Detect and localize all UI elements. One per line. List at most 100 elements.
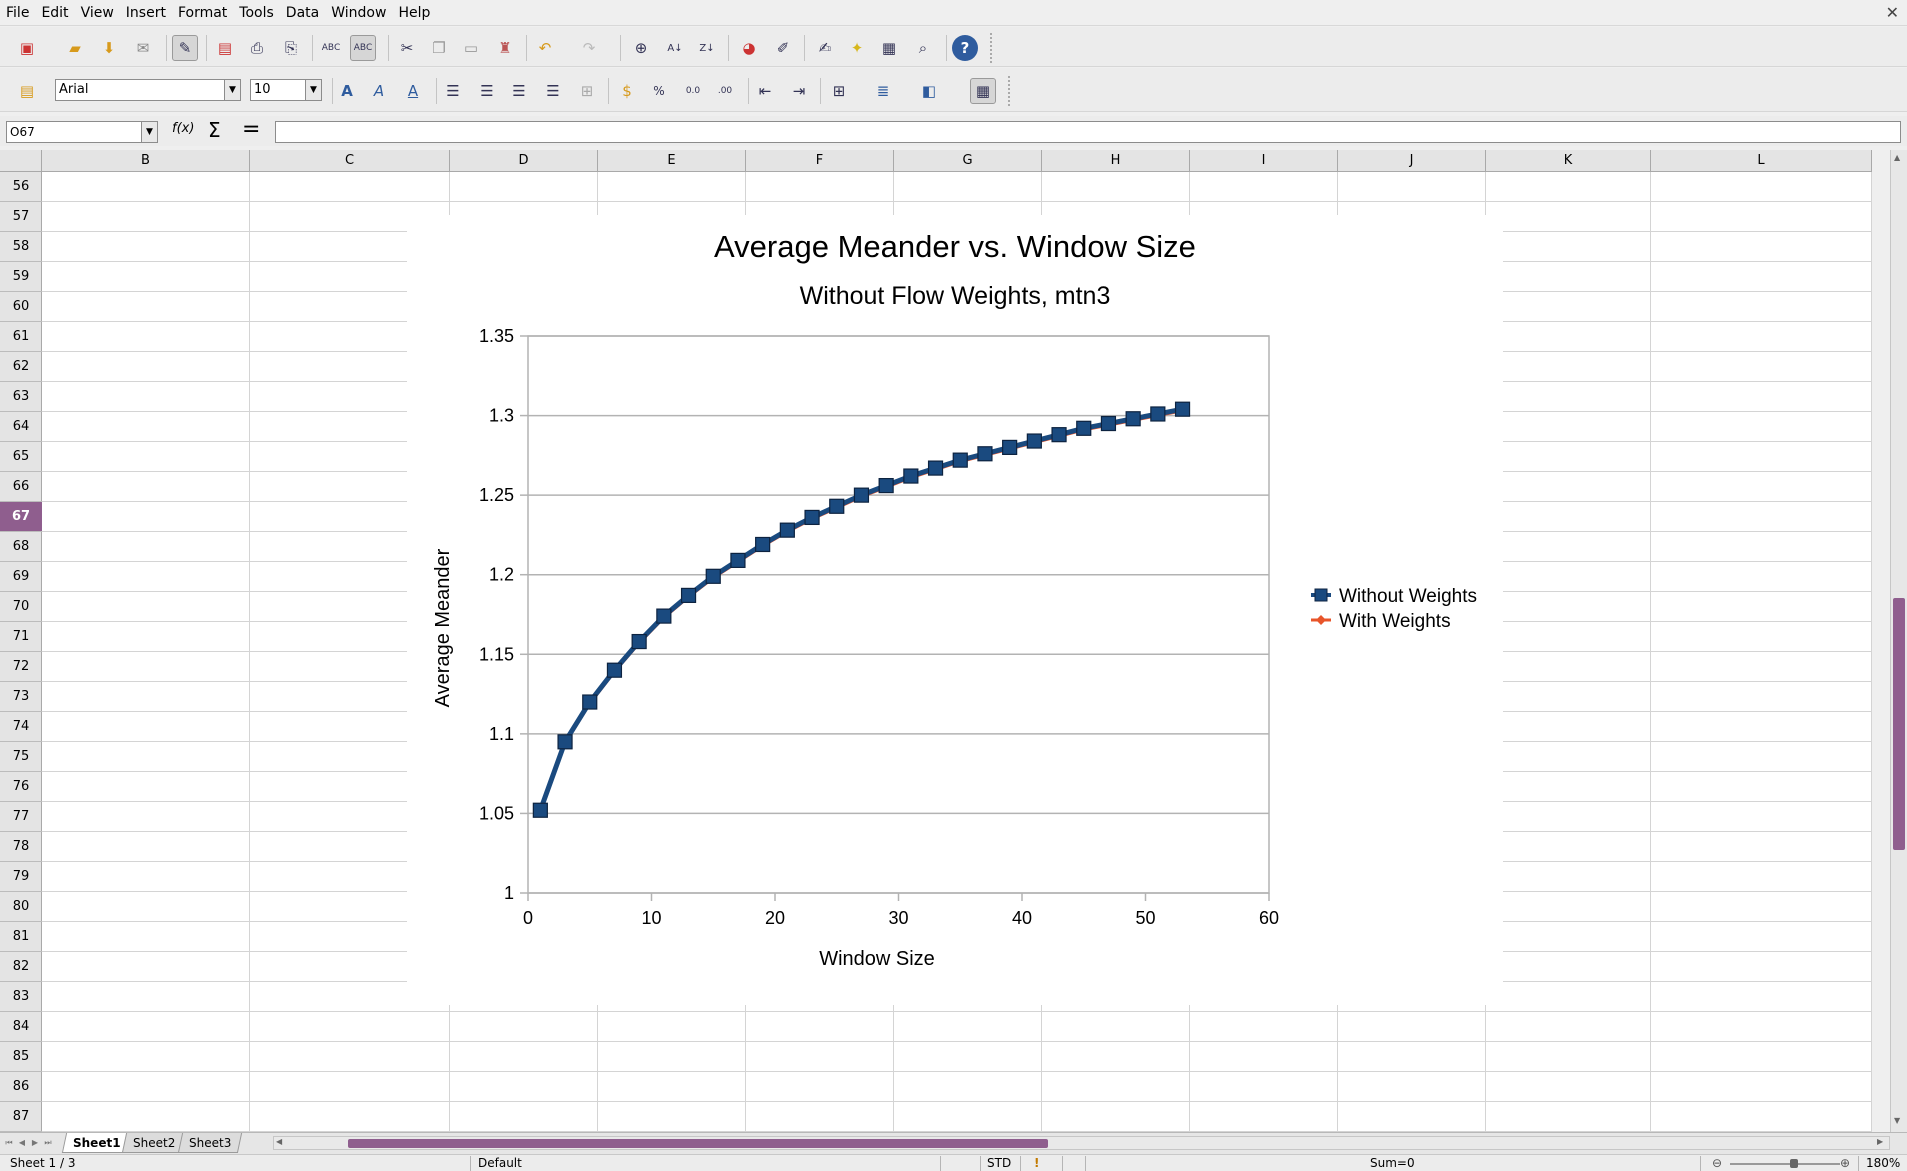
increase-indent-icon[interactable]: ⇥ <box>792 82 806 100</box>
row-header-56[interactable]: 56 <box>0 172 42 202</box>
save-icon[interactable]: ⬇ <box>102 39 116 57</box>
number-format-icon[interactable]: 0.0 <box>685 86 701 96</box>
zoom-slider[interactable] <box>1730 1163 1840 1165</box>
menu-format[interactable]: Format <box>177 4 228 21</box>
sort-descending-icon[interactable]: Z↓ <box>699 42 715 54</box>
sheet-tab-3[interactable]: Sheet3 <box>177 1133 243 1153</box>
row-header-58[interactable]: 58 <box>0 232 42 262</box>
row-header-69[interactable]: 69 <box>0 562 42 592</box>
navigator-icon[interactable]: ✦ <box>850 39 864 57</box>
justify-icon[interactable]: ☰ <box>546 82 560 100</box>
menu-view[interactable]: View <box>80 4 114 21</box>
open-icon[interactable]: ▰ <box>69 39 81 57</box>
sort-ascending-icon[interactable]: A↓ <box>667 42 683 54</box>
horizontal-scroll-thumb[interactable] <box>348 1139 1048 1148</box>
row-header-83[interactable]: 83 <box>0 982 42 1012</box>
vertical-scrollbar[interactable]: ▲ ▼ <box>1890 150 1907 1132</box>
menu-data[interactable]: Data <box>285 4 320 21</box>
show-grid-icon[interactable]: ▦ <box>970 78 996 104</box>
zoom-in-icon[interactable]: ⊕ <box>1840 1156 1851 1170</box>
column-header-b[interactable]: B <box>42 150 250 172</box>
first-sheet-icon[interactable]: ⏮ <box>5 1138 13 1147</box>
font-name-combo[interactable]: Arial ▼ <box>55 79 241 101</box>
underline-icon[interactable]: A <box>407 82 419 100</box>
background-color-icon[interactable]: ◧ <box>921 82 937 100</box>
column-header-d[interactable]: D <box>450 150 598 172</box>
currency-icon[interactable]: $ <box>622 82 632 100</box>
previous-sheet-icon[interactable]: ◀ <box>18 1138 26 1147</box>
edit-mode-icon[interactable]: ✎ <box>172 35 198 61</box>
clone-formatting-icon[interactable]: ♜ <box>498 39 512 57</box>
chevron-down-icon[interactable]: ▼ <box>305 80 321 100</box>
chevron-down-icon[interactable]: ▼ <box>141 122 157 142</box>
row-header-75[interactable]: 75 <box>0 742 42 772</box>
scroll-right-icon[interactable]: ▶ <box>1877 1137 1884 1146</box>
line-style-icon[interactable]: ≣ <box>876 82 890 100</box>
column-header-k[interactable]: K <box>1486 150 1651 172</box>
row-header-74[interactable]: 74 <box>0 712 42 742</box>
email-icon[interactable]: ✉ <box>136 39 150 57</box>
row-header-60[interactable]: 60 <box>0 292 42 322</box>
paste-icon[interactable]: ▭ <box>463 39 479 57</box>
column-header-h[interactable]: H <box>1042 150 1190 172</box>
menu-file[interactable]: File <box>6 4 30 21</box>
row-header-64[interactable]: 64 <box>0 412 42 442</box>
row-header-70[interactable]: 70 <box>0 592 42 622</box>
print-icon[interactable]: ⎙ <box>250 39 263 57</box>
gallery-icon[interactable]: ▦ <box>881 39 897 57</box>
selection-mode[interactable]: STD <box>987 1156 1012 1170</box>
row-header-72[interactable]: 72 <box>0 652 42 682</box>
menu-insert[interactable]: Insert <box>125 4 166 21</box>
row-header-67[interactable]: 67 <box>0 502 42 532</box>
help-icon[interactable]: ? <box>952 35 978 61</box>
row-header-87[interactable]: 87 <box>0 1102 42 1132</box>
chevron-down-icon[interactable]: ▼ <box>224 80 240 100</box>
formula-input[interactable] <box>275 121 1901 143</box>
scroll-left-icon[interactable]: ◀ <box>276 1137 283 1146</box>
column-header-f[interactable]: F <box>746 150 894 172</box>
row-header-84[interactable]: 84 <box>0 1012 42 1042</box>
row-header-65[interactable]: 65 <box>0 442 42 472</box>
menu-window[interactable]: Window <box>331 4 387 21</box>
row-header-77[interactable]: 77 <box>0 802 42 832</box>
column-header-j[interactable]: J <box>1338 150 1486 172</box>
align-center-icon[interactable]: ☰ <box>480 82 494 100</box>
print-preview-icon[interactable]: ⎘ <box>284 39 297 57</box>
row-header-85[interactable]: 85 <box>0 1042 42 1072</box>
add-decimal-icon[interactable]: .00 <box>717 86 733 96</box>
align-left-icon[interactable]: ☰ <box>446 82 460 100</box>
show-draw-functions-icon[interactable]: ✐ <box>776 39 790 57</box>
column-header-c[interactable]: C <box>250 150 450 172</box>
function-button[interactable]: = <box>242 117 261 142</box>
percent-icon[interactable]: % <box>653 84 665 98</box>
new-document-icon[interactable]: ▣ <box>19 39 35 57</box>
decrease-indent-icon[interactable]: ⇤ <box>758 82 772 100</box>
scroll-up-icon[interactable]: ▲ <box>1894 153 1901 162</box>
row-header-82[interactable]: 82 <box>0 952 42 982</box>
export-pdf-icon[interactable]: ▤ <box>217 39 233 57</box>
bold-icon[interactable]: A <box>341 82 353 100</box>
borders-icon[interactable]: ⊞ <box>832 82 846 100</box>
name-box[interactable]: O67 ▼ <box>6 121 158 143</box>
italic-icon[interactable]: A <box>373 82 385 100</box>
insert-chart-icon[interactable]: ◕ <box>742 39 756 57</box>
page-style[interactable]: Default <box>478 1156 522 1170</box>
row-header-57[interactable]: 57 <box>0 202 42 232</box>
row-header-78[interactable]: 78 <box>0 832 42 862</box>
chart-object[interactable]: Average Meander vs. Window Size Without … <box>407 215 1503 1005</box>
merge-cells-icon[interactable]: ⊞ <box>580 82 594 100</box>
column-header-l[interactable]: L <box>1651 150 1872 172</box>
find-replace-icon[interactable]: ✍ <box>818 39 832 57</box>
menu-tools[interactable]: Tools <box>239 4 274 21</box>
row-header-79[interactable]: 79 <box>0 862 42 892</box>
column-header-i[interactable]: I <box>1190 150 1338 172</box>
align-right-icon[interactable]: ☰ <box>512 82 526 100</box>
row-header-86[interactable]: 86 <box>0 1072 42 1102</box>
row-header-59[interactable]: 59 <box>0 262 42 292</box>
menu-edit[interactable]: Edit <box>41 4 69 21</box>
next-sheet-icon[interactable]: ▶ <box>31 1138 39 1147</box>
scroll-down-icon[interactable]: ▼ <box>1894 1116 1901 1125</box>
horizontal-scrollbar[interactable]: ◀ ▶ <box>273 1136 1890 1150</box>
menu-help[interactable]: Help <box>398 4 431 21</box>
zoom-level[interactable]: 180% <box>1866 1156 1901 1170</box>
